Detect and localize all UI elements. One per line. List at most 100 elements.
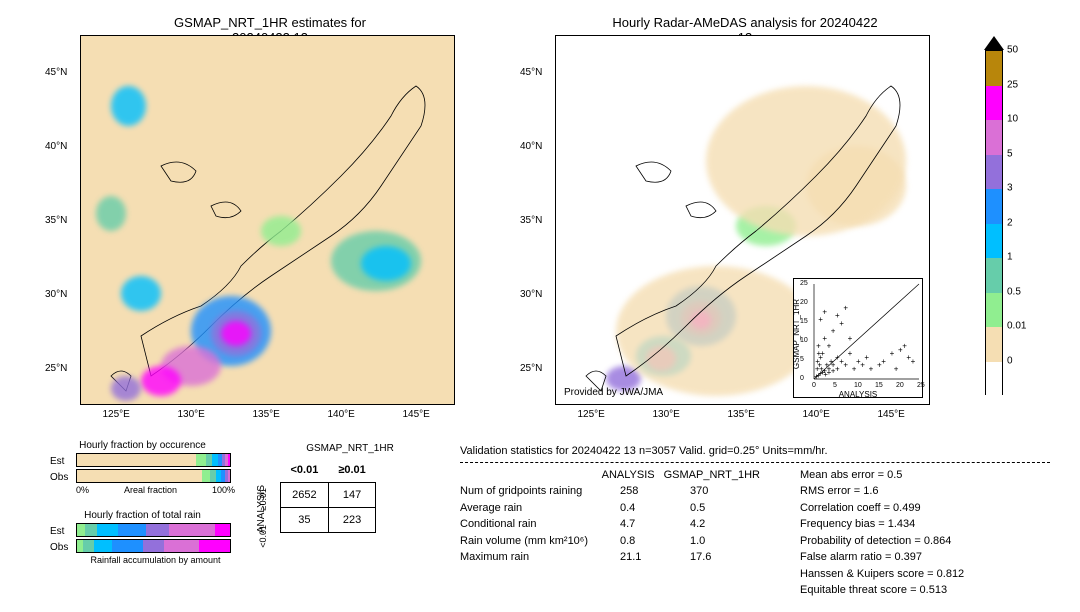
stat-val: 4.7 [620,516,690,533]
colorbar-tick: 5 [1007,148,1013,159]
axis-tick: 100% [212,485,235,495]
map-tick: 40°N [520,141,542,152]
stat-val: 4.2 [690,516,705,533]
scatter-tick: 15 [875,382,883,389]
col-hdr: GSMAP_NRT_1HR [664,467,760,484]
occurrence-title: Hourly fraction by occurence [50,440,235,451]
svg-text:+: + [817,349,822,358]
colorbar-tick: 25 [1007,79,1018,90]
colorbar-tick: 2 [1007,217,1013,228]
map-tick: 45°N [45,67,67,78]
cell: 223 [328,508,375,533]
bar-segment [169,524,215,536]
scatter-tick: 0 [812,382,816,389]
precip-patch [261,216,301,246]
map-tick: 45°N [520,67,542,78]
row-hdr: ≥0.01 [258,488,268,510]
metric-line: Probability of detection = 0.864 [800,533,964,550]
svg-text:+: + [911,357,916,366]
colorbar-tick: 10 [1007,114,1018,125]
row-hdr: <0.01 [258,525,268,548]
precip-patch [361,246,411,281]
precip-patch [96,196,126,231]
map-tick: 35°N [45,215,67,226]
map-tick: 25°N [520,363,542,374]
precip-patch [141,366,181,396]
svg-text:+: + [823,370,828,379]
svg-text:+: + [890,349,895,358]
stat-val: 0.5 [690,500,705,517]
bar-segment [94,540,112,552]
scatter-inset: ++++++++++++++++++++++++++++++++++++++++… [793,278,923,398]
precip-patch [221,321,251,346]
colorbar-overflow-icon [984,36,1004,50]
bar-segment [83,540,94,552]
bar-segment [143,540,164,552]
bar-segment [112,540,143,552]
map-tick: 130°E [653,409,680,420]
row-label: Obs [50,542,72,553]
bar-segment [85,524,97,536]
scatter-xlabel: ANALYSIS [794,390,922,399]
validation-stats: Validation statistics for 20240422 13 n=… [460,443,1050,599]
cell: 147 [328,483,375,508]
row-label: Obs [50,472,72,483]
precip-patch [121,276,161,311]
metric-line: Hanssen & Kuipers score = 0.812 [800,566,964,583]
stat-val: 0.4 [620,500,690,517]
svg-text:+: + [869,364,874,373]
scatter-tick: 25 [917,382,925,389]
bar-segment [164,540,199,552]
bar-segment [228,454,230,466]
svg-text:+: + [881,357,886,366]
bar-segment [77,470,202,482]
bar-segment [146,524,169,536]
stat-val: 0.8 [620,533,690,550]
stat-val: 258 [620,483,690,500]
map-tick: 145°E [403,409,430,420]
colorbar-tick: 1 [1007,252,1013,263]
occurrence-chart: Hourly fraction by occurence Est Obs 0% … [50,440,235,495]
stat-val: 1.0 [690,533,705,550]
colorbar-tick: 0.5 [1007,286,1021,297]
scatter-tick: 20 [896,382,904,389]
map-tick: 25°N [45,363,67,374]
left-map [80,35,455,405]
scatter-tick: 5 [800,356,804,363]
svg-text:+: + [835,311,840,320]
scatter-tick: 15 [800,318,808,325]
svg-text:+: + [822,307,827,316]
map-tick: 40°N [45,141,67,152]
scatter-tick: 5 [833,382,837,389]
stat-label: Average rain [460,500,620,517]
svg-text:+: + [848,349,853,358]
stat-label: Num of gridpoints raining [460,483,620,500]
bar-segment [196,454,205,466]
svg-text:+: + [831,326,836,335]
svg-text:+: + [848,334,853,343]
svg-text:+: + [843,361,848,370]
stat-label: Rain volume (mm km²10⁶) [460,533,620,550]
map-tick: 140°E [328,409,355,420]
map-tick: 130°E [178,409,205,420]
precip-patch [111,376,141,401]
svg-text:+: + [822,334,827,343]
col-hdr: ANALYSIS [602,467,664,484]
colorbar-tick: 50 [1007,45,1018,56]
map-tick: 135°E [728,409,755,420]
stat-label: Conditional rain [460,516,620,533]
axis-tick: Areal fraction [124,485,177,495]
attribution-text: Provided by JWA/JMA [564,387,663,398]
bar-segment [77,454,196,466]
validation-header: Validation statistics for 20240422 13 n=… [460,443,1050,463]
bar-segment [215,524,230,536]
colorbar-tick: 3 [1007,183,1013,194]
map-tick: 125°E [103,409,130,420]
row-label: Est [50,456,72,467]
svg-text:+: + [839,319,844,328]
row-label: Est [50,526,72,537]
map-tick: 145°E [878,409,905,420]
cell: 2652 [281,483,329,508]
svg-text:+: + [831,366,836,375]
col-hdr: <0.01 [281,458,329,483]
